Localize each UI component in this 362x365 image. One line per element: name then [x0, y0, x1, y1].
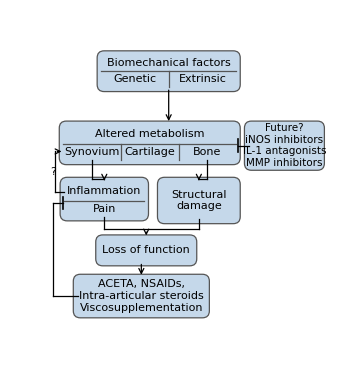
Text: Bone: Bone	[193, 147, 222, 157]
Text: Loss of function: Loss of function	[102, 245, 190, 255]
FancyBboxPatch shape	[59, 121, 240, 165]
Text: Cartilage: Cartilage	[125, 147, 175, 157]
Text: Pain: Pain	[93, 204, 116, 214]
FancyBboxPatch shape	[96, 235, 197, 266]
Text: Inflammation: Inflammation	[67, 187, 142, 196]
FancyBboxPatch shape	[73, 274, 209, 318]
Text: Extrinsic: Extrinsic	[178, 74, 226, 84]
Text: Biomechanical factors: Biomechanical factors	[107, 58, 231, 68]
Text: Synovium: Synovium	[64, 147, 120, 157]
Text: ?: ?	[50, 167, 56, 177]
Text: Genetic: Genetic	[113, 74, 157, 84]
FancyBboxPatch shape	[244, 121, 324, 170]
Text: Future?
iNOS inhibitors
IL-1 antagonists
MMP inhibitors: Future? iNOS inhibitors IL-1 antagonists…	[243, 123, 326, 168]
Text: ACETA, NSAIDs,
Intra-articular steroids
Viscosupplementation: ACETA, NSAIDs, Intra-articular steroids …	[79, 280, 204, 313]
Text: Altered metabolism: Altered metabolism	[95, 130, 205, 139]
FancyBboxPatch shape	[157, 177, 240, 224]
Text: Structural
damage: Structural damage	[171, 190, 227, 211]
FancyBboxPatch shape	[97, 51, 240, 92]
FancyBboxPatch shape	[60, 177, 148, 221]
